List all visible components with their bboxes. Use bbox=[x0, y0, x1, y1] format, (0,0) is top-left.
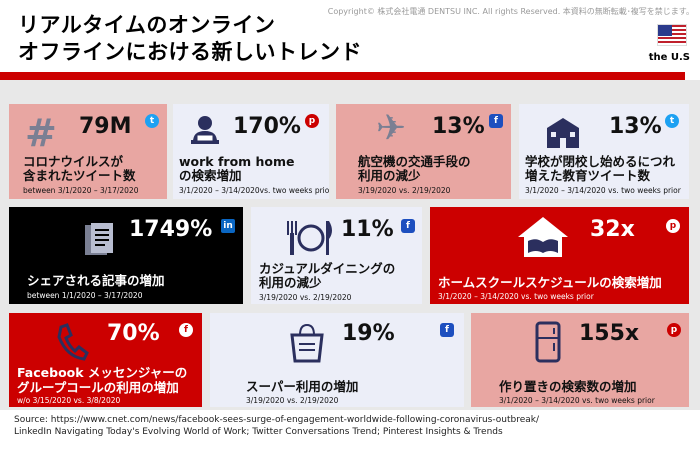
tile-air-travel: ✈ 13% f 航空機の交通手段の 利用の減少 3/19/2020 vs. 2/… bbox=[336, 104, 511, 199]
tile-value: 170% bbox=[233, 114, 301, 139]
tile-label-1: Facebook メッセンジャーの bbox=[17, 365, 188, 380]
tile-casual-dining: 11% f カジュアルダイニングの 利用の減少 3/19/2020 vs. 2/… bbox=[251, 207, 422, 304]
tile-value: 13% bbox=[432, 114, 485, 139]
pinterest-icon: p bbox=[305, 114, 319, 128]
tile-label-1: カジュアルダイニングの bbox=[259, 261, 396, 276]
article-icon bbox=[85, 223, 113, 255]
tile-label-2: グループコールの利用の増加 bbox=[17, 380, 179, 395]
tile-label-1: ホームスクールスケジュールの検索増加 bbox=[438, 275, 662, 290]
page-title: リアルタイムのオンライン オフラインにおける新しいトレンド bbox=[18, 12, 362, 66]
dining-icon bbox=[287, 221, 332, 255]
tile-value: 19% bbox=[342, 321, 395, 346]
source-line-1: Source: https://www.cnet.com/news/facebo… bbox=[14, 415, 540, 425]
tile-date: 3/1/2020 – 3/14/2020vs. two weeks prior bbox=[179, 186, 329, 195]
facebook-icon: f bbox=[179, 323, 193, 337]
tile-label-1: 航空機の交通手段の bbox=[358, 154, 471, 169]
header-divider bbox=[0, 72, 685, 80]
grocery-bag-icon bbox=[290, 323, 324, 363]
tile-education-tweets: 13% t 学校が閉校し始めるにつれ 増えた教育ツイート数 3/1/2020 –… bbox=[519, 104, 689, 199]
tile-date: 3/19/2020 vs. 2/19/2020 bbox=[358, 186, 451, 195]
school-icon bbox=[547, 118, 579, 148]
phone-icon bbox=[57, 323, 89, 361]
tile-value: 1749% bbox=[129, 217, 213, 242]
tile-value: 13% bbox=[609, 114, 662, 139]
tile-value: 79M bbox=[79, 114, 132, 139]
foursquare-icon: f bbox=[440, 323, 454, 337]
tile-label-2: 利用の減少 bbox=[358, 168, 421, 183]
tile-date: between 1/1/2020 – 3/17/2020 bbox=[27, 291, 143, 300]
linkedin-icon: in bbox=[221, 219, 235, 233]
tile-value: 11% bbox=[341, 217, 394, 242]
tile-label-1: コロナウイルスが bbox=[23, 154, 124, 169]
tile-value: 32x bbox=[590, 217, 635, 242]
source-line-2: LinkedIn Navigating Today's Evolving Wor… bbox=[14, 427, 503, 437]
title-line-2: オフラインにおける新しいトレンド bbox=[18, 40, 362, 64]
pinterest-icon: p bbox=[667, 323, 681, 337]
tile-label-1: 作り置きの検索数の増加 bbox=[499, 379, 637, 394]
tile-date: between 3/1/2020 – 3/17/2020 bbox=[23, 186, 139, 195]
tile-shared-articles: 1749% in シェアされる記事の増加 between 1/1/2020 – … bbox=[9, 207, 243, 304]
tile-date: w/o 3/15/2020 vs. 3/8/2020 bbox=[17, 396, 121, 405]
us-flag-icon bbox=[657, 24, 687, 46]
tile-work-from-home: 170% p work from home の検索増加 3/1/2020 – 3… bbox=[173, 104, 329, 199]
tile-label-2: の検索増加 bbox=[179, 168, 242, 183]
tile-label-2: 増えた教育ツイート数 bbox=[525, 168, 651, 183]
open-book-house-icon bbox=[518, 217, 568, 257]
copyright-notice: Copyright© 株式会社電通 DENTSU INC. All rights… bbox=[327, 7, 694, 16]
remote-worker-icon bbox=[191, 116, 219, 144]
tile-date: 3/19/2020 vs. 2/19/2020 bbox=[259, 293, 352, 302]
tile-value: 70% bbox=[107, 321, 160, 346]
tile-label-1: 学校が閉校し始めるにつれ bbox=[525, 154, 676, 169]
tile-label-1: work from home bbox=[179, 154, 295, 169]
foursquare-icon: f bbox=[401, 219, 415, 233]
hashtag-icon: # bbox=[25, 111, 57, 155]
tile-label-1: スーパー利用の増加 bbox=[246, 379, 359, 394]
tile-date: 3/1/2020 – 3/14/2020 vs. two weeks prior bbox=[499, 396, 655, 405]
header: リアルタイムのオンライン オフラインにおける新しいトレンド Copyright©… bbox=[0, 0, 700, 80]
tile-covid-tweets: # 79M t コロナウイルスが 含まれたツイート数 between 3/1/2… bbox=[9, 104, 167, 199]
airplane-icon: ✈ bbox=[376, 108, 407, 149]
region-label: the U.S bbox=[648, 52, 690, 63]
tile-homeschool-search: 32x p ホームスクールスケジュールの検索増加 3/1/2020 – 3/14… bbox=[430, 207, 689, 304]
tile-supermarket: 19% f スーパー利用の増加 3/19/2020 vs. 2/19/2020 bbox=[210, 313, 464, 407]
tile-date: 3/1/2020 – 3/14/2020 vs. two weeks prior bbox=[525, 186, 681, 195]
twitter-icon: t bbox=[145, 114, 159, 128]
tile-date: 3/1/2020 – 3/14/2020 vs. two weeks prior bbox=[438, 292, 594, 301]
refrigerator-icon bbox=[535, 321, 561, 363]
tile-date: 3/19/2020 vs. 2/19/2020 bbox=[246, 396, 339, 405]
source-footer: Source: https://www.cnet.com/news/facebo… bbox=[14, 414, 539, 438]
tile-messenger-group-calls: 70% f Facebook メッセンジャーの グループコールの利用の増加 w/… bbox=[9, 313, 202, 407]
title-line-1: リアルタイムのオンライン bbox=[18, 13, 276, 37]
foursquare-icon: f bbox=[489, 114, 503, 128]
twitter-icon: t bbox=[665, 114, 679, 128]
tile-label-2: 利用の減少 bbox=[259, 275, 322, 290]
tile-label-1: シェアされる記事の増加 bbox=[27, 273, 165, 288]
pinterest-icon: p bbox=[666, 219, 680, 233]
tile-label-2: 含まれたツイート数 bbox=[23, 168, 136, 183]
tile-meal-prep-search: 155x p 作り置きの検索数の増加 3/1/2020 – 3/14/2020 … bbox=[471, 313, 689, 407]
tile-value: 155x bbox=[579, 321, 640, 346]
